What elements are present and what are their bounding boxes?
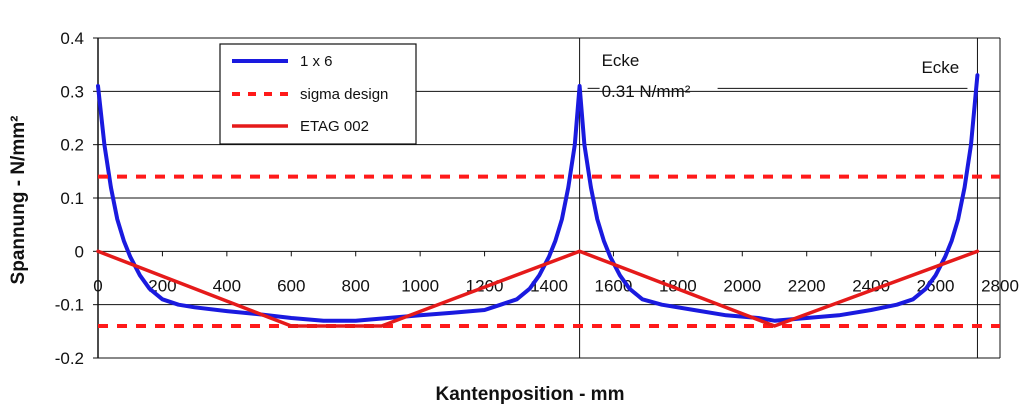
annotation-ecke-1: Ecke [602,51,640,70]
y-tick-label: -0.2 [55,349,84,368]
y-tick-label: 0.2 [60,136,84,155]
legend-label-etag-002: ETAG 002 [300,118,369,135]
x-tick-label: 2000 [723,276,761,295]
x-tick-label: 2200 [788,276,826,295]
x-axis-label: Kantenposition - mm [436,384,625,405]
annotations: Ecke 0.31 N/mm² Ecke [587,51,968,101]
series-line-0 [96,73,980,323]
x-tick-label: 2400 [852,276,890,295]
x-tick-label: 1000 [401,276,439,295]
y-tick-label: -0.1 [55,296,84,315]
annotation-stress-value: 0.31 N/mm² [602,82,691,101]
y-tick-label: 0.4 [60,29,84,48]
x-tick-label: 800 [342,276,370,295]
y-axis-label: Spannung - N/mm² [8,116,29,285]
y-tick-label: 0 [75,242,84,261]
y-tick-label: 0.3 [60,82,84,101]
x-tick-label: 2800 [981,276,1019,295]
series-line-2 [96,249,980,328]
annotation-ecke-2: Ecke [921,58,959,77]
x-tick-label: 1800 [659,276,697,295]
x-tick-label: 400 [213,276,241,295]
legend-label-sigma-design: sigma design [300,86,388,103]
series-group [96,73,1000,328]
x-tick-labels: 0 200 400 600 800 1000 1200 1400 1600 1800 2000 220… [93,276,1019,295]
y-tick-labels: 0.4 0.3 0.2 0.1 0 -0.1 -0.2 [55,29,84,368]
x-tick-label: 1400 [530,276,568,295]
x-tick-label: 0 [93,276,102,295]
x-tick-label: 600 [277,276,305,295]
legend-label-1x6: 1 x 6 [300,53,333,70]
y-tick-label: 0.1 [60,189,84,208]
x-tick-label: 200 [148,276,176,295]
legend: 1 x 6 sigma design ETAG 002 [219,43,417,145]
